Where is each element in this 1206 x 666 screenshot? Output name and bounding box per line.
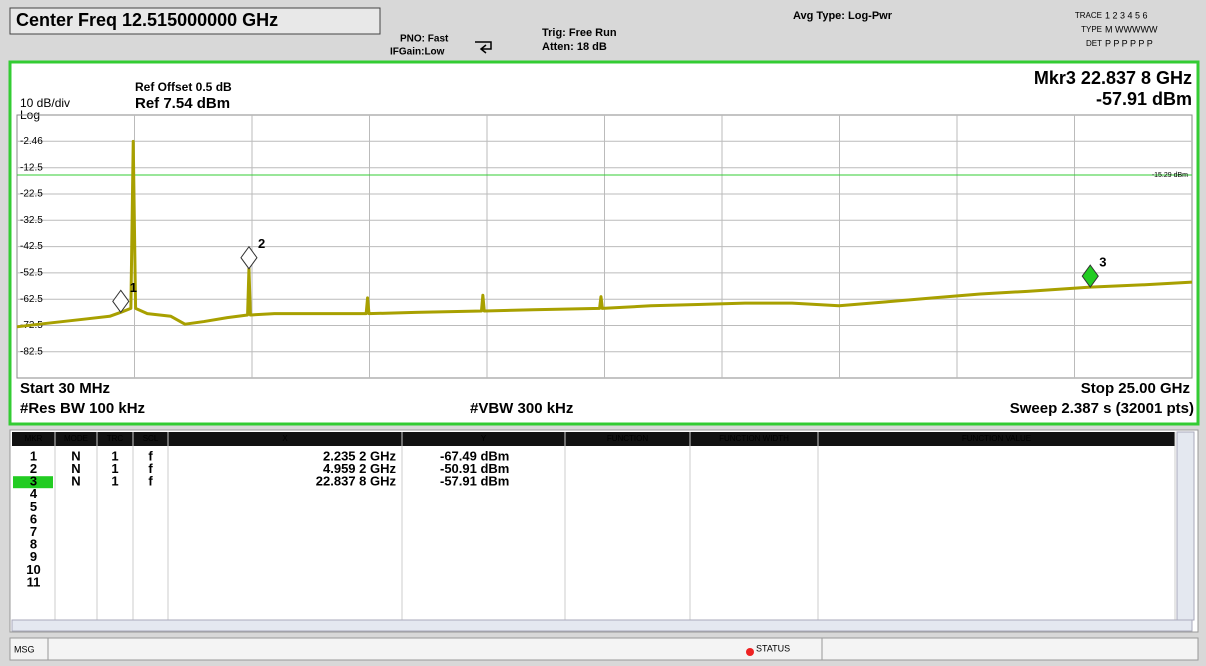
cell-mkr: 6 — [30, 511, 37, 526]
cell-x: 2.235 2 GHz — [323, 448, 396, 463]
y-tick-label: -52.5 — [20, 268, 43, 279]
y-tick-label: -2.46 — [20, 136, 43, 147]
cell-scl: f — [148, 461, 153, 476]
avg-type: Avg Type: Log-Pwr — [793, 10, 893, 22]
start: Start 30 MHz — [20, 380, 110, 397]
cell-mkr: 1 — [30, 448, 37, 463]
horizontal-scrollbar[interactable] — [11, 619, 1193, 632]
ifgain: IFGain:Low — [390, 47, 445, 58]
ref-offset: Ref Offset 0.5 dB — [135, 80, 232, 94]
trace-label: TRACE — [1075, 11, 1102, 20]
marker-label: 1 — [130, 280, 137, 295]
cell-trc: 1 — [111, 474, 118, 489]
y-tick-label: -22.5 — [20, 189, 43, 200]
cell-mode: N — [71, 448, 80, 463]
marker-label: 2 — [258, 236, 265, 251]
table-header — [12, 432, 1175, 446]
trace-nums: 1 2 3 4 5 6 — [1105, 10, 1148, 20]
pno: PNO: Fast — [400, 34, 449, 45]
display-line-label: -15.29 dBm — [1152, 172, 1188, 179]
cell-y: -57.91 dBm — [440, 474, 509, 489]
trace — [16, 139, 1193, 329]
marker-diamond — [112, 289, 130, 314]
det-label: DET — [1086, 39, 1102, 48]
cell-mode: N — [71, 474, 80, 489]
vbw: #VBW 300 kHz — [470, 400, 573, 417]
column-header: X — [282, 434, 288, 443]
cell-mkr: 11 — [27, 574, 41, 589]
y-tick-label: -42.5 — [20, 241, 43, 252]
cell-trc: 1 — [111, 448, 118, 463]
status-icon — [746, 648, 754, 656]
cell-mkr: 4 — [30, 486, 38, 501]
center-freq-box — [9, 7, 381, 35]
y-tick-label: -62.5 — [20, 294, 43, 305]
center-freq: Center Freq 12.515000000 GHz — [16, 10, 278, 30]
column-header: MKR — [25, 434, 43, 443]
type-label: TYPE — [1081, 25, 1102, 34]
marker-diamond — [1081, 264, 1099, 288]
msg: MSG — [14, 644, 35, 654]
column-header: MODE — [64, 434, 88, 443]
column-header: TRC — [107, 434, 124, 443]
cell-scl: f — [148, 448, 153, 463]
column-header: Y — [481, 434, 487, 443]
cell-x: 4.959 2 GHz — [323, 461, 396, 476]
vertical-scrollbar[interactable] — [1176, 431, 1195, 621]
type-vals: M WWWWW — [1105, 24, 1158, 34]
det-vals: P P P P P P — [1105, 38, 1153, 48]
y-tick-label: -32.5 — [20, 215, 43, 226]
column-header: FUNCTION — [607, 434, 649, 443]
cell-y: -67.49 dBm — [440, 448, 509, 463]
cell-mkr: 3 — [30, 474, 37, 489]
active-marker: Mkr3 22.837 8 GHz — [1034, 68, 1192, 88]
stop: Stop 25.00 GHz — [1081, 380, 1190, 397]
y-tick-label: -82.5 — [20, 346, 43, 357]
cell-mkr: 10 — [26, 562, 40, 577]
status-bar — [9, 637, 1199, 661]
rbw: #Res BW 100 kHz — [20, 400, 145, 417]
trig-icon — [475, 41, 492, 54]
column-header: FUNCTION VALUE — [962, 434, 1031, 443]
marker-label: 3 — [1099, 255, 1106, 270]
active-row-highlight — [13, 476, 53, 489]
cell-mkr: 9 — [30, 549, 37, 564]
atten: Atten: 18 dB — [542, 41, 607, 53]
status: STATUS — [756, 643, 790, 653]
column-header: FUNCTION WIDTH — [719, 434, 789, 443]
cell-mkr: 2 — [30, 461, 37, 476]
trig: Trig: Free Run — [542, 27, 617, 39]
y-tick-label: -12.5 — [20, 162, 43, 173]
column-header: SCL — [143, 434, 159, 443]
cell-y: -50.91 dBm — [440, 461, 509, 476]
ref-level: Ref 7.54 dBm — [135, 95, 230, 112]
cell-mkr: 7 — [30, 524, 37, 539]
cell-mkr: 8 — [30, 537, 37, 552]
cell-trc: 1 — [111, 461, 118, 476]
active-marker-value: -57.91 dBm — [1096, 89, 1192, 109]
sweep: Sweep 2.387 s (32001 pts) — [1010, 400, 1194, 417]
cell-mode: N — [71, 461, 80, 476]
marker-diamond — [240, 245, 258, 270]
cell-scl: f — [148, 474, 153, 489]
scale: 10 dB/div — [20, 96, 70, 110]
cell-x: 22.837 8 GHz — [316, 474, 397, 489]
cell-mkr: 5 — [30, 499, 37, 514]
marker-table — [9, 429, 1199, 633]
